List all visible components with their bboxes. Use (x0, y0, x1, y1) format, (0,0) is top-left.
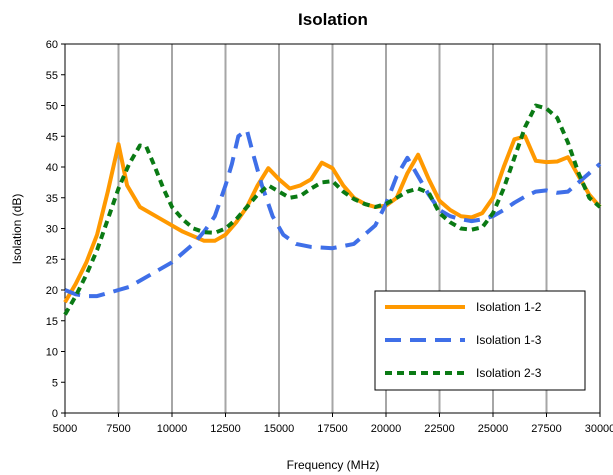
y-tick-label: 45 (46, 131, 58, 143)
x-tick-label: 27500 (531, 423, 562, 435)
legend-label-isolation-1-3: Isolation 1-3 (476, 333, 542, 347)
x-tick-label: 30000 (585, 423, 613, 435)
legend-label-isolation-1-2: Isolation 1-2 (476, 300, 542, 314)
y-tick-label: 20 (46, 285, 58, 297)
series-line-isolation-1-2 (63, 134, 602, 304)
x-tick-label: 25000 (478, 423, 509, 435)
x-tick-label: 7500 (106, 423, 130, 435)
y-tick-label: 60 (46, 39, 58, 51)
y-tick-label: 0 (52, 408, 58, 420)
x-tick-label: 15000 (264, 423, 295, 435)
y-tick-label: 15 (46, 316, 58, 328)
series-line-isolation-1-3 (64, 128, 602, 299)
y-tick-label: 30 (46, 224, 58, 236)
y-axis-title: Isolation (dB) (10, 194, 24, 265)
y-tick-label: 55 (46, 70, 58, 82)
legend: Isolation 1-2 Isolation 1-3 Isolation 2-3 (374, 290, 586, 391)
axis-ticks: 0 5 10 15 20 25 30 35 40 45 50 55 60 5000 7500 10000 125… (46, 39, 613, 435)
legend-label-isolation-2-3: Isolation 2-3 (476, 366, 542, 380)
series-lines (63, 103, 602, 316)
y-tick-label: 35 (46, 193, 58, 205)
series-line-isolation-2-3 (63, 103, 602, 316)
y-tick-label: 5 (52, 377, 58, 389)
x-tick-label: 22500 (424, 423, 455, 435)
x-axis-title: Frequency (MHz) (287, 458, 380, 472)
x-tick-label: 20000 (371, 423, 402, 435)
x-tick-label: 5000 (53, 423, 77, 435)
y-tick-label: 40 (46, 162, 58, 174)
chart-title: Isolation (298, 10, 368, 29)
x-tick-label: 12500 (210, 423, 241, 435)
y-tick-label: 50 (46, 101, 58, 113)
y-tick-label: 10 (46, 347, 58, 359)
x-tick-label: 10000 (157, 423, 188, 435)
x-tick-label: 17500 (317, 423, 348, 435)
gridlines (117, 44, 548, 413)
y-tick-label: 25 (46, 254, 58, 266)
